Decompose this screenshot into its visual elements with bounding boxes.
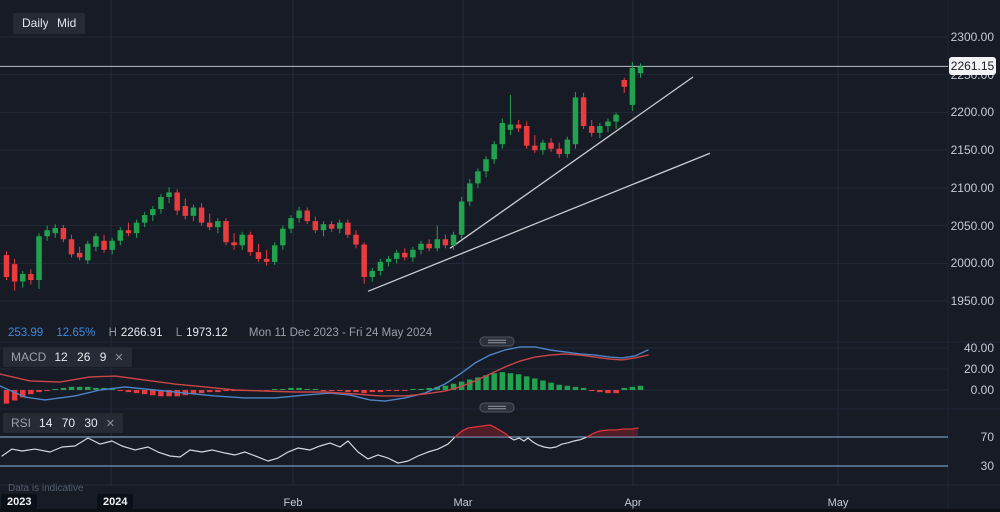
macd-axis-tick: 0.00	[970, 383, 994, 397]
macd-close-icon[interactable]: ✕	[114, 352, 124, 364]
time-axis-year-label: 2024	[97, 494, 134, 510]
macd-indicator-badge[interactable]: MACD 12 26 9 ✕	[3, 347, 132, 367]
rsi-close-icon[interactable]: ✕	[105, 418, 115, 430]
date-range-label: Mon 11 Dec 2023 - Fri 24 May 2024	[248, 327, 433, 339]
time-axis-month-label: May	[827, 497, 849, 509]
low-label: L	[175, 327, 183, 339]
price-axis-tick: 2050.00	[950, 218, 994, 233]
low-value: 1973.12	[186, 327, 228, 339]
price-change-percent: 12.65%	[56, 327, 96, 339]
price-axis-tick: 2000.00	[950, 256, 994, 271]
high-label: H	[108, 327, 117, 339]
macd-axis-tick: 40.00	[963, 341, 994, 355]
time-axis-month-label: Apr	[624, 497, 642, 509]
price-change-value: 253.99	[8, 327, 44, 339]
high-value: 2266.91	[120, 327, 163, 339]
macd-indicator-params: 12 26 9	[54, 350, 107, 364]
data-indicative-disclaimer: Data is indicative	[8, 483, 84, 494]
macd-axis-tick: 20.00	[963, 362, 994, 376]
macd-indicator-name: MACD	[11, 350, 47, 364]
time-axis-month-label: Feb	[283, 497, 303, 509]
price-axis-tick: 2300.00	[950, 30, 994, 44]
price-axis-tick: 2200.00	[950, 105, 994, 120]
time-axis-month-label: Mar	[453, 497, 473, 509]
rsi-axis-tick: 30	[980, 459, 994, 473]
rsi-indicator-name: RSI	[11, 416, 32, 430]
price-mid-button[interactable]: Mid	[48, 13, 86, 34]
rsi-indicator-badge[interactable]: RSI 14 70 30 ✕	[3, 413, 123, 433]
time-axis-year-label: 2023	[1, 494, 38, 510]
instrument-info-bar: 253.99 12.65% H 2266.91 L 1973.12 Mon 11 D…	[8, 327, 442, 341]
panel-resize-handle[interactable]	[479, 402, 515, 413]
bottom-scrollbar-track[interactable]	[0, 509, 1000, 512]
panel-resize-handle[interactable]	[479, 336, 515, 347]
price-axis-tick: 2150.00	[950, 143, 994, 158]
rsi-axis-tick: 70	[980, 430, 994, 444]
current-price-badge: 2261.15	[949, 57, 996, 75]
price-axis-tick: 2100.00	[950, 180, 994, 195]
timeframe-daily-button[interactable]: Daily	[13, 13, 58, 34]
price-axis-tick: 1950.00	[950, 294, 994, 309]
rsi-indicator-params: 14 70 30	[39, 416, 98, 430]
